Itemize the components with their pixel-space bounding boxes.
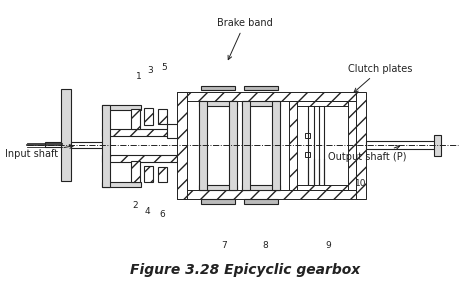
Bar	[348, 100, 356, 190]
Bar	[177, 92, 365, 100]
Bar	[102, 155, 177, 162]
Bar	[177, 190, 365, 199]
Bar	[167, 124, 178, 139]
Bar	[272, 100, 280, 190]
Bar	[242, 100, 280, 106]
Text: Brake band: Brake band	[217, 18, 273, 59]
Text: Clutch plates: Clutch plates	[348, 64, 413, 92]
Bar	[131, 161, 140, 182]
Text: 10: 10	[355, 179, 366, 188]
Bar	[199, 100, 207, 190]
Text: 4: 4	[145, 207, 150, 216]
Bar	[102, 105, 110, 187]
Bar	[61, 89, 71, 181]
Bar	[366, 141, 436, 149]
Bar	[201, 199, 235, 204]
Bar	[199, 185, 237, 190]
Text: 2: 2	[132, 201, 138, 210]
Bar	[144, 166, 153, 183]
Text: 6: 6	[159, 210, 165, 219]
Bar	[201, 86, 235, 91]
Bar	[289, 100, 356, 106]
Text: 5: 5	[161, 63, 167, 72]
Bar	[434, 135, 441, 156]
Bar	[242, 100, 250, 190]
Text: Input shaft: Input shaft	[5, 145, 73, 159]
Bar	[71, 142, 105, 148]
Bar	[177, 92, 187, 199]
Bar	[102, 182, 141, 187]
Bar	[229, 100, 237, 190]
Bar	[289, 185, 356, 190]
Bar	[242, 185, 280, 190]
Bar	[305, 133, 310, 139]
Bar	[305, 152, 310, 157]
Text: 7: 7	[221, 241, 227, 250]
Bar	[244, 199, 278, 204]
Text: 8: 8	[262, 241, 268, 250]
Bar	[46, 142, 61, 147]
Bar	[289, 100, 297, 190]
Text: Figure 3.28 Epicyclic gearbox: Figure 3.28 Epicyclic gearbox	[130, 263, 360, 277]
Bar	[199, 100, 237, 106]
Bar	[158, 109, 167, 124]
Text: 3: 3	[148, 66, 154, 75]
Text: 9: 9	[326, 241, 331, 250]
Bar	[244, 86, 278, 91]
Bar	[131, 109, 140, 129]
Bar	[144, 108, 153, 125]
Text: 1: 1	[136, 71, 141, 81]
Bar	[102, 129, 177, 137]
Bar	[158, 167, 167, 182]
Text: Output shaft (P): Output shaft (P)	[328, 146, 406, 161]
Bar	[356, 92, 366, 199]
Bar	[102, 105, 141, 110]
